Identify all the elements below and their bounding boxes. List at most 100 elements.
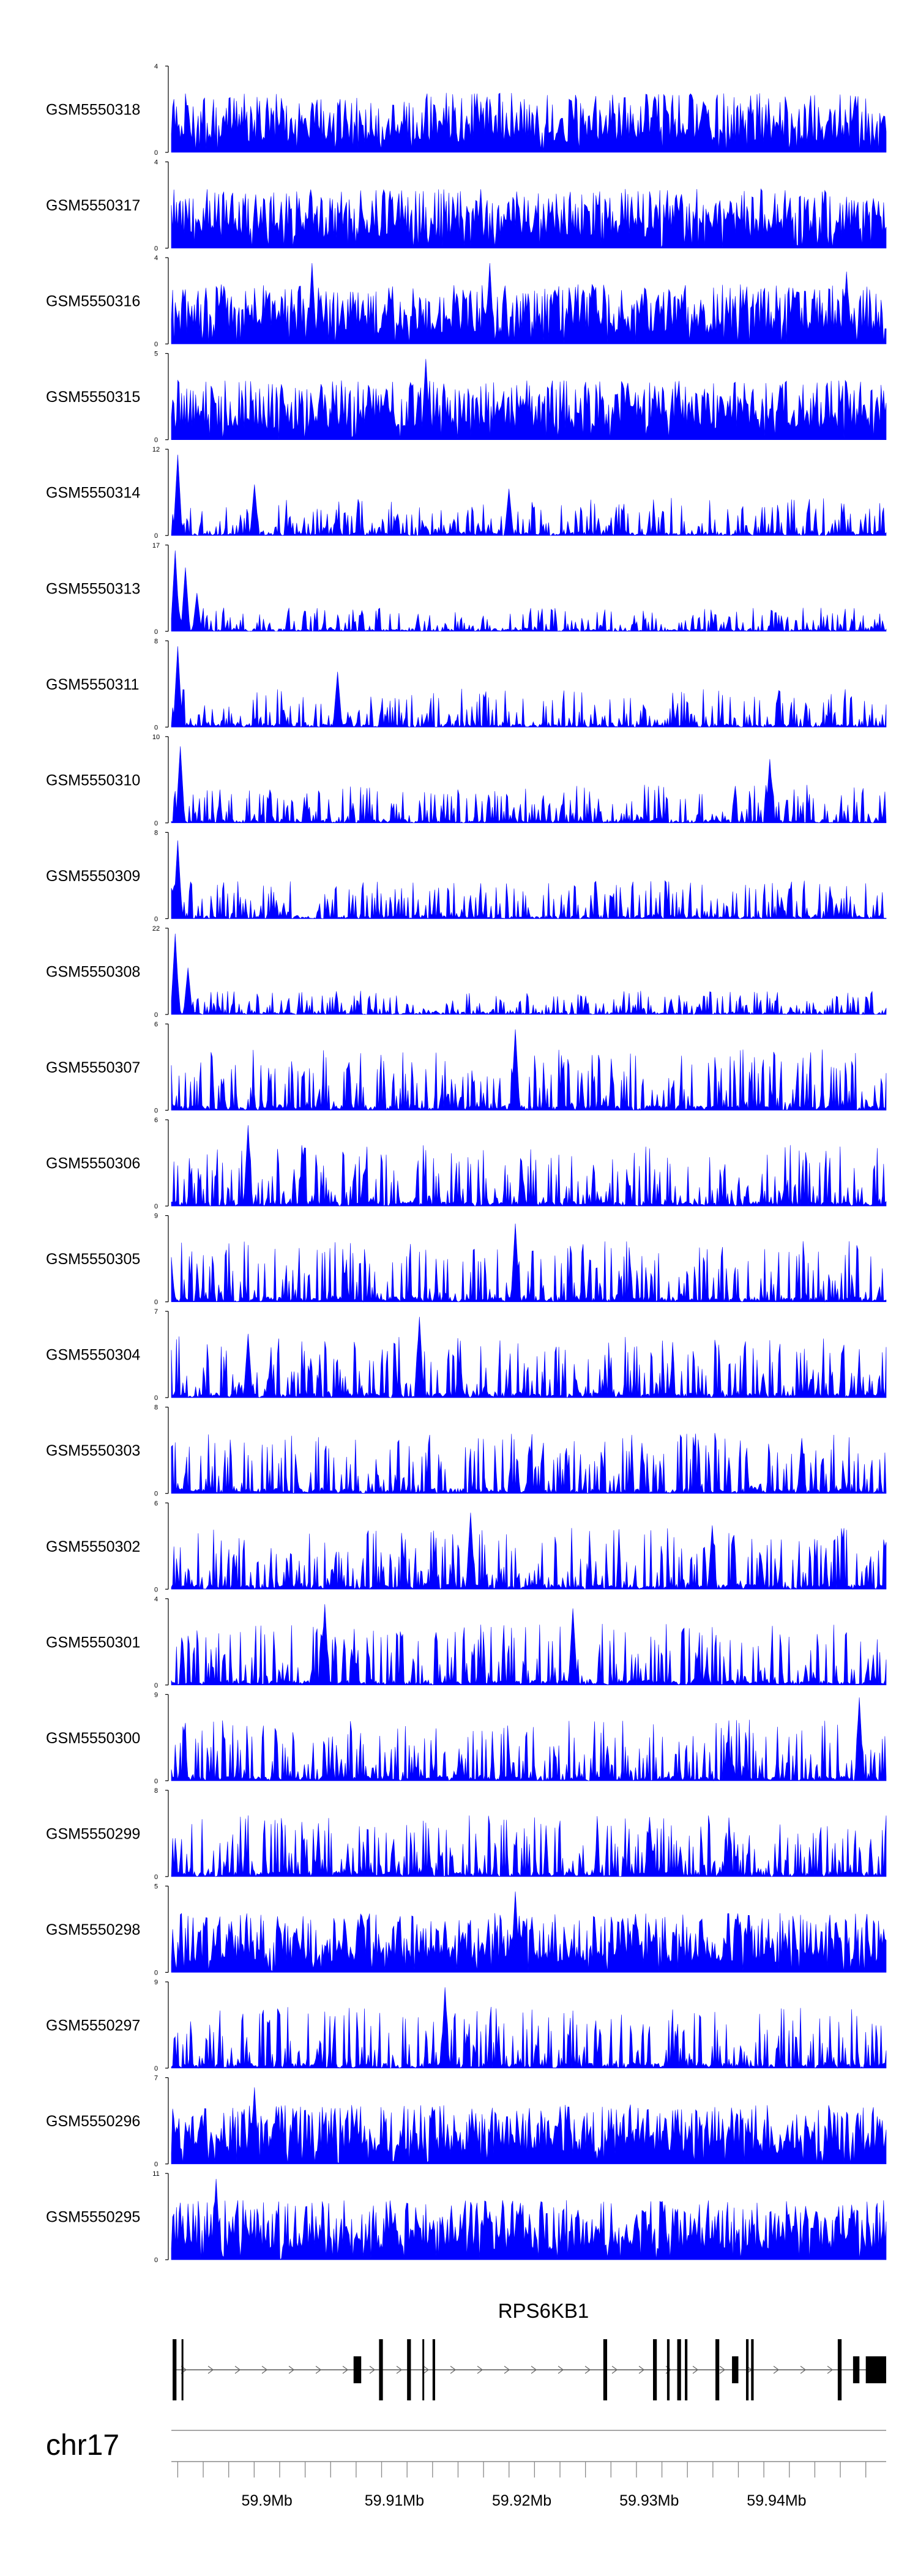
y-zero-label: 0 [154, 1969, 158, 1976]
y-max-label: 8 [154, 1404, 158, 1412]
coverage-area [171, 188, 887, 248]
coverage-track: GSM5550318 4 0 [46, 63, 887, 157]
strand-arrow [315, 2366, 322, 2374]
strand-arrow [584, 2366, 591, 2374]
coverage-area [171, 263, 887, 344]
strand-arrow [558, 2366, 564, 2374]
track-label: GSM5550310 [46, 772, 140, 789]
gene-exon [715, 2339, 720, 2400]
y-max-label: 10 [152, 734, 160, 741]
coverage-track: GSM5550295 11 0 [46, 2170, 887, 2264]
y-max-label: 5 [154, 1883, 158, 1890]
y-zero-label: 0 [154, 1011, 158, 1019]
gene-name-label: RPS6KB1 [498, 2299, 589, 2322]
strand-arrow [396, 2366, 403, 2374]
y-zero-label: 0 [154, 1203, 158, 1210]
x-tick-label: 59.92Mb [492, 2492, 551, 2509]
coverage-area [171, 1223, 887, 1303]
gene-exon [603, 2339, 608, 2400]
gene-exon [652, 2339, 657, 2400]
track-label: GSM5550298 [46, 1921, 140, 1938]
gene-exon [685, 2339, 688, 2400]
gene-exon [173, 2339, 177, 2400]
y-max-label: 11 [152, 2170, 159, 2178]
coverage-track: GSM5550298 5 0 [46, 1883, 887, 1976]
gene-exon [181, 2339, 184, 2400]
y-max-label: 8 [154, 829, 158, 836]
y-zero-label: 0 [154, 2257, 158, 2264]
y-zero-label: 0 [154, 915, 158, 923]
track-label: GSM5550311 [46, 676, 139, 693]
y-zero-label: 0 [154, 1491, 158, 1498]
y-zero-label: 0 [154, 1394, 158, 1402]
coverage-track: GSM5550302 6 0 [46, 1500, 887, 1593]
coverage-track: GSM5550305 9 0 [46, 1213, 887, 1306]
coverage-area [171, 359, 887, 440]
y-max-label: 8 [154, 1787, 158, 1795]
coverage-area [171, 2087, 887, 2164]
coverage-area [171, 1513, 887, 1590]
y-max-label: 9 [154, 1979, 158, 1986]
coverage-area [171, 1891, 887, 1973]
coverage-track: GSM5550303 8 0 [46, 1404, 887, 1498]
coverage-area [171, 933, 887, 1016]
strand-arrow [234, 2366, 241, 2374]
y-zero-label: 0 [154, 1299, 158, 1306]
coverage-area [171, 840, 887, 920]
x-tick-label: 59.93Mb [619, 2492, 679, 2509]
strand-arrow [638, 2366, 645, 2374]
chromosome-label: chr17 [46, 2429, 119, 2462]
strand-arrow [692, 2366, 699, 2374]
track-label: GSM5550299 [46, 1825, 140, 1842]
y-max-label: 5 [154, 351, 158, 358]
y-max-label: 17 [152, 542, 160, 549]
track-label: GSM5550306 [46, 1155, 140, 1172]
track-label: GSM5550305 [46, 1251, 140, 1268]
gene-exon [379, 2339, 383, 2400]
coverage-track: GSM5550296 7 0 [46, 2075, 887, 2168]
coverage-area [171, 455, 887, 537]
coverage-track: GSM5550311 8 0 [46, 638, 887, 731]
coverage-track: GSM5550307 6 0 [46, 1021, 887, 1115]
coverage-track: GSM5550301 4 0 [46, 1596, 887, 1689]
track-label: GSM5550313 [46, 580, 140, 597]
coverage-track: GSM5550299 8 0 [46, 1787, 887, 1881]
y-max-label: 7 [154, 2075, 158, 2082]
strand-arrow [477, 2366, 483, 2374]
coverage-track: GSM5550313 17 0 [46, 542, 887, 636]
gene-exon [853, 2356, 860, 2383]
y-zero-label: 0 [154, 149, 158, 157]
y-max-label: 9 [154, 1213, 158, 1220]
gene-exon [353, 2356, 362, 2383]
strand-arrow [504, 2366, 510, 2374]
track-label: GSM5550300 [46, 1730, 140, 1747]
y-max-label: 6 [154, 1500, 158, 1507]
strand-arrow [773, 2366, 780, 2374]
coverage-area [171, 1697, 887, 1782]
y-zero-label: 0 [154, 2161, 158, 2168]
y-zero-label: 0 [154, 532, 158, 540]
y-zero-label: 0 [154, 724, 158, 731]
strand-arrow [423, 2366, 430, 2374]
y-zero-label: 0 [154, 1778, 158, 1785]
coverage-track: GSM5550309 8 0 [46, 829, 887, 923]
strand-arrow [719, 2366, 726, 2374]
genome-axis-track: chr17 59.9Mb 59.91Mb 59.92Mb 59.93Mb 59.94Mb [46, 2429, 886, 2509]
track-label: GSM5550315 [46, 389, 140, 406]
track-label: GSM5550304 [46, 1347, 140, 1364]
y-max-label: 4 [154, 159, 158, 166]
gene-exon [666, 2339, 670, 2400]
gene-model-track: RPS6KB1 [173, 2299, 886, 2400]
y-max-label: 22 [152, 925, 160, 932]
track-label: GSM5550317 [46, 197, 140, 214]
gene-exon [432, 2339, 435, 2400]
y-zero-label: 0 [154, 245, 158, 253]
strand-arrow [531, 2366, 537, 2374]
strand-arrow [450, 2366, 457, 2374]
y-zero-label: 0 [154, 1586, 158, 1593]
track-label: GSM5550302 [46, 1538, 140, 1555]
y-zero-label: 0 [154, 1874, 158, 1881]
track-label: GSM5550295 [46, 2209, 140, 2226]
track-label: GSM5550297 [46, 2017, 140, 2034]
